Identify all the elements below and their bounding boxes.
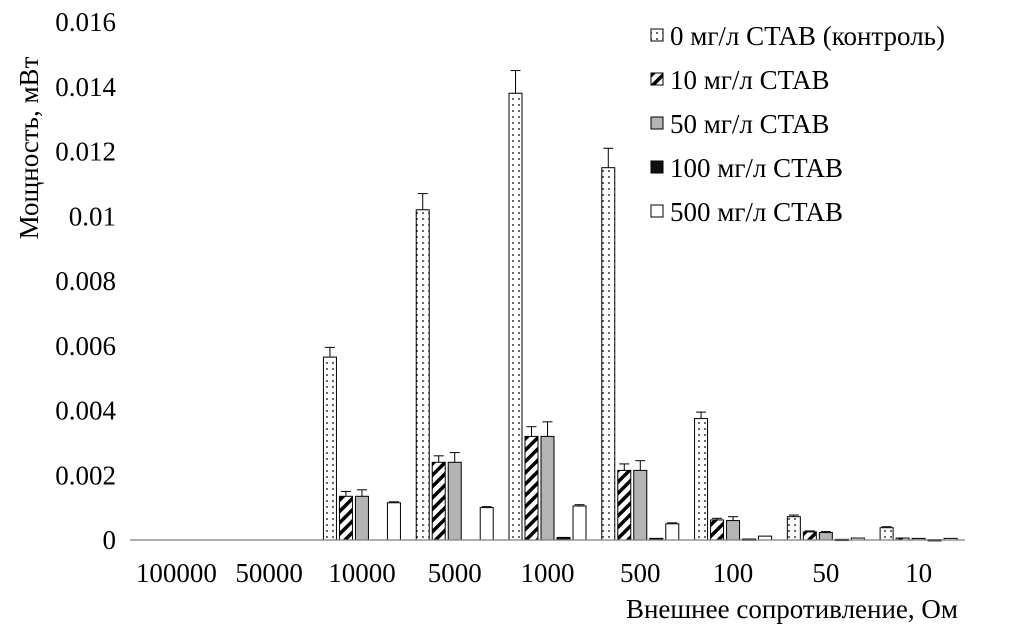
bar: [524, 435, 539, 541]
error-bar: [542, 421, 553, 437]
legend-swatch: [650, 72, 664, 86]
bar: [447, 461, 462, 541]
x-tick-label: 500: [620, 558, 661, 588]
legend-item: 100 мг/л CTAB: [650, 153, 843, 183]
x-tick-label: 10: [905, 558, 932, 588]
legend: 0 мг/л CTAB (контроль) 10 мг/л CTAB 50 мг/…: [650, 21, 945, 227]
x-axis-ticks: 100000 50000 10000 5000 1000 500 100 50 10: [136, 558, 932, 588]
error-bar: [574, 504, 585, 507]
x-tick-label: 100: [713, 558, 754, 588]
bar: [322, 356, 337, 541]
y-tick-label: 0.01: [69, 201, 116, 231]
bar: [572, 505, 587, 541]
y-axis-title: Мощность, мВт: [14, 56, 44, 239]
bar: [508, 92, 523, 541]
legend-label: 0 мг/л CTAB (контроль): [670, 21, 945, 51]
y-tick-label: 0.004: [55, 396, 116, 426]
y-tick-label: 0.002: [55, 460, 116, 490]
bar: [786, 516, 801, 541]
error-bar: [340, 490, 351, 497]
bar: [710, 519, 725, 541]
bar: [540, 435, 555, 541]
bar: [338, 495, 353, 541]
error-bar: [881, 526, 892, 528]
y-tick-label: 0.006: [55, 331, 116, 361]
error-bars: [324, 70, 892, 533]
legend-item: 0 мг/л CTAB (контроль): [650, 21, 945, 51]
x-tick-label: 10000: [328, 558, 396, 588]
y-tick-label: 0.016: [55, 7, 116, 37]
error-bar: [603, 147, 614, 168]
error-bar: [417, 193, 428, 210]
y-tick-label: 0.012: [55, 137, 116, 167]
error-bar: [433, 455, 444, 463]
legend-label: 50 мг/л CTAB: [670, 109, 829, 139]
legend-swatch: [650, 116, 664, 130]
bar: [726, 520, 741, 541]
bar: [633, 469, 648, 541]
bar: [665, 523, 680, 541]
error-bar: [449, 452, 460, 463]
error-bar: [635, 460, 646, 471]
legend-swatch: [650, 160, 664, 174]
x-tick-label: 1000: [521, 558, 575, 588]
bars: [322, 92, 958, 542]
legend-label: 500 мг/л CTAB: [670, 197, 843, 227]
error-bar: [820, 531, 831, 533]
bar: [694, 418, 709, 541]
error-bar: [667, 522, 678, 524]
legend-swatch: [650, 204, 664, 218]
bar: [431, 461, 446, 541]
bar: [415, 209, 430, 541]
bar: [479, 507, 494, 541]
legend-item: 50 мг/л CTAB: [650, 109, 829, 139]
bar: [818, 532, 833, 541]
x-tick-label: 50000: [235, 558, 303, 588]
error-bar: [696, 411, 707, 419]
bar: [617, 469, 632, 541]
error-bar: [526, 426, 537, 437]
legend-label: 100 мг/л CTAB: [670, 153, 843, 183]
x-tick-label: 100000: [136, 558, 217, 588]
error-bar: [728, 516, 739, 521]
legend-label: 10 мг/л CTAB: [670, 65, 829, 95]
x-axis-title: Внешнее сопротивление, Ом: [626, 594, 958, 624]
error-bar: [619, 463, 630, 471]
error-bar: [388, 501, 399, 503]
bar: [386, 502, 401, 541]
x-tick-label: 50: [812, 558, 839, 588]
y-axis-ticks: 0 0.002 0.004 0.006 0.008 0.01 0.012 0.014 0.016: [55, 7, 116, 555]
legend-item: 10 мг/л CTAB: [650, 65, 829, 95]
error-bar: [712, 517, 723, 520]
error-bar: [356, 489, 367, 497]
error-bar: [804, 530, 815, 532]
bar: [354, 495, 369, 541]
y-tick-label: 0.008: [55, 266, 116, 296]
bar: [802, 531, 817, 541]
bar: [601, 167, 616, 541]
legend-item: 500 мг/л CTAB: [650, 197, 843, 227]
error-bar: [510, 70, 521, 94]
x-tick-label: 5000: [428, 558, 482, 588]
error-bar: [788, 514, 799, 517]
legend-swatch: [650, 28, 664, 42]
bar: [879, 527, 894, 541]
y-tick-label: 0: [103, 525, 117, 555]
y-tick-label: 0.014: [55, 72, 116, 102]
error-bar: [324, 346, 335, 358]
error-bar: [481, 506, 492, 508]
